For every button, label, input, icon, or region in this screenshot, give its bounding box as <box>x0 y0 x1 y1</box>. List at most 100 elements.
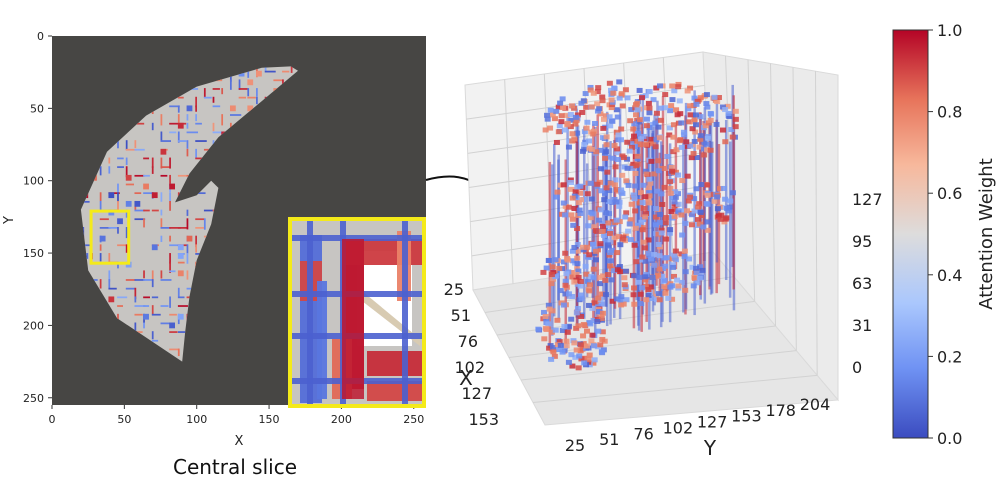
voxel <box>645 237 652 243</box>
attention-cell <box>264 70 276 73</box>
voxel <box>659 201 666 207</box>
attention-cell <box>169 105 180 108</box>
voxel <box>714 99 721 105</box>
attention-cell <box>186 209 189 216</box>
3d-voxels <box>535 79 739 371</box>
attention-cell <box>247 96 256 99</box>
voxel <box>653 293 660 299</box>
voxel <box>653 206 660 212</box>
voxel <box>694 217 701 223</box>
voxel <box>624 139 631 145</box>
voxel <box>569 248 576 254</box>
voxel <box>648 295 655 301</box>
attention-cell <box>195 218 205 221</box>
voxel <box>618 187 625 193</box>
voxel <box>693 221 700 227</box>
voxel <box>569 131 576 137</box>
attention-cell <box>169 348 179 351</box>
voxel <box>599 336 606 342</box>
colorbar-tick-label: 0.8 <box>937 103 962 122</box>
voxel <box>675 201 682 207</box>
voxel <box>651 252 658 258</box>
attention-cell <box>186 218 189 230</box>
attention-cell <box>99 244 102 251</box>
attention-cell <box>108 166 111 174</box>
attention-cell <box>169 192 171 202</box>
attention-cell <box>195 105 197 112</box>
voxel-column <box>709 121 713 295</box>
attention-cell <box>160 279 172 281</box>
attention-cell <box>117 192 119 202</box>
3d-y-tick-label: 127 <box>697 413 728 432</box>
attention-cell <box>108 296 115 303</box>
voxel <box>567 177 574 183</box>
attention-cell <box>143 183 149 190</box>
attention-cell <box>99 166 102 176</box>
voxel <box>591 357 598 363</box>
voxel <box>569 294 576 300</box>
voxel <box>562 250 569 256</box>
attention-cell <box>143 305 150 307</box>
voxel <box>710 191 717 197</box>
voxel <box>594 181 601 187</box>
voxel <box>608 277 615 283</box>
voxel-column <box>605 111 609 327</box>
voxel <box>590 275 597 281</box>
voxel <box>671 206 678 212</box>
voxel <box>587 215 594 221</box>
voxel <box>560 200 567 206</box>
voxel <box>586 302 593 308</box>
attention-cell <box>186 105 193 112</box>
voxel-column <box>693 90 696 316</box>
voxel <box>704 135 711 141</box>
voxel <box>631 285 638 291</box>
attention-cell <box>91 279 98 281</box>
attention-cell <box>160 192 163 202</box>
voxel <box>605 242 612 248</box>
voxel <box>619 103 626 109</box>
voxel <box>621 275 628 281</box>
voxel <box>593 149 600 155</box>
attention-cell <box>186 122 189 129</box>
attention-cell <box>160 227 171 229</box>
voxel <box>704 227 711 233</box>
voxel <box>597 342 604 348</box>
voxel <box>620 155 627 161</box>
voxel <box>655 241 662 247</box>
voxel <box>663 236 670 242</box>
attention-cell <box>134 148 145 151</box>
voxel <box>662 290 669 296</box>
voxel <box>592 228 599 234</box>
voxel <box>622 268 629 274</box>
voxel <box>696 144 703 150</box>
voxel <box>675 283 682 289</box>
voxel <box>557 182 564 188</box>
attention-cell <box>195 114 197 122</box>
voxel <box>645 292 652 298</box>
voxel <box>637 257 644 263</box>
voxel <box>588 196 595 202</box>
attention-cell <box>125 279 136 281</box>
voxel <box>594 319 601 325</box>
voxel <box>603 134 610 140</box>
voxel <box>586 352 593 358</box>
zoom-region-box <box>89 209 131 265</box>
voxel <box>595 328 602 334</box>
attention-cell <box>169 200 171 211</box>
attention-cell <box>143 270 145 279</box>
voxel <box>685 198 692 204</box>
voxel <box>637 190 644 196</box>
voxel <box>564 329 571 335</box>
voxel <box>691 196 698 202</box>
voxel <box>602 155 609 161</box>
voxel <box>661 284 668 290</box>
y-tick-label: 100 <box>23 175 44 188</box>
voxel <box>577 283 584 289</box>
voxel <box>687 112 694 118</box>
voxel <box>618 302 625 308</box>
attention-cell <box>134 331 143 333</box>
voxel <box>565 323 572 329</box>
attention-cell <box>108 287 117 290</box>
voxel <box>561 323 568 329</box>
voxel <box>645 287 652 293</box>
